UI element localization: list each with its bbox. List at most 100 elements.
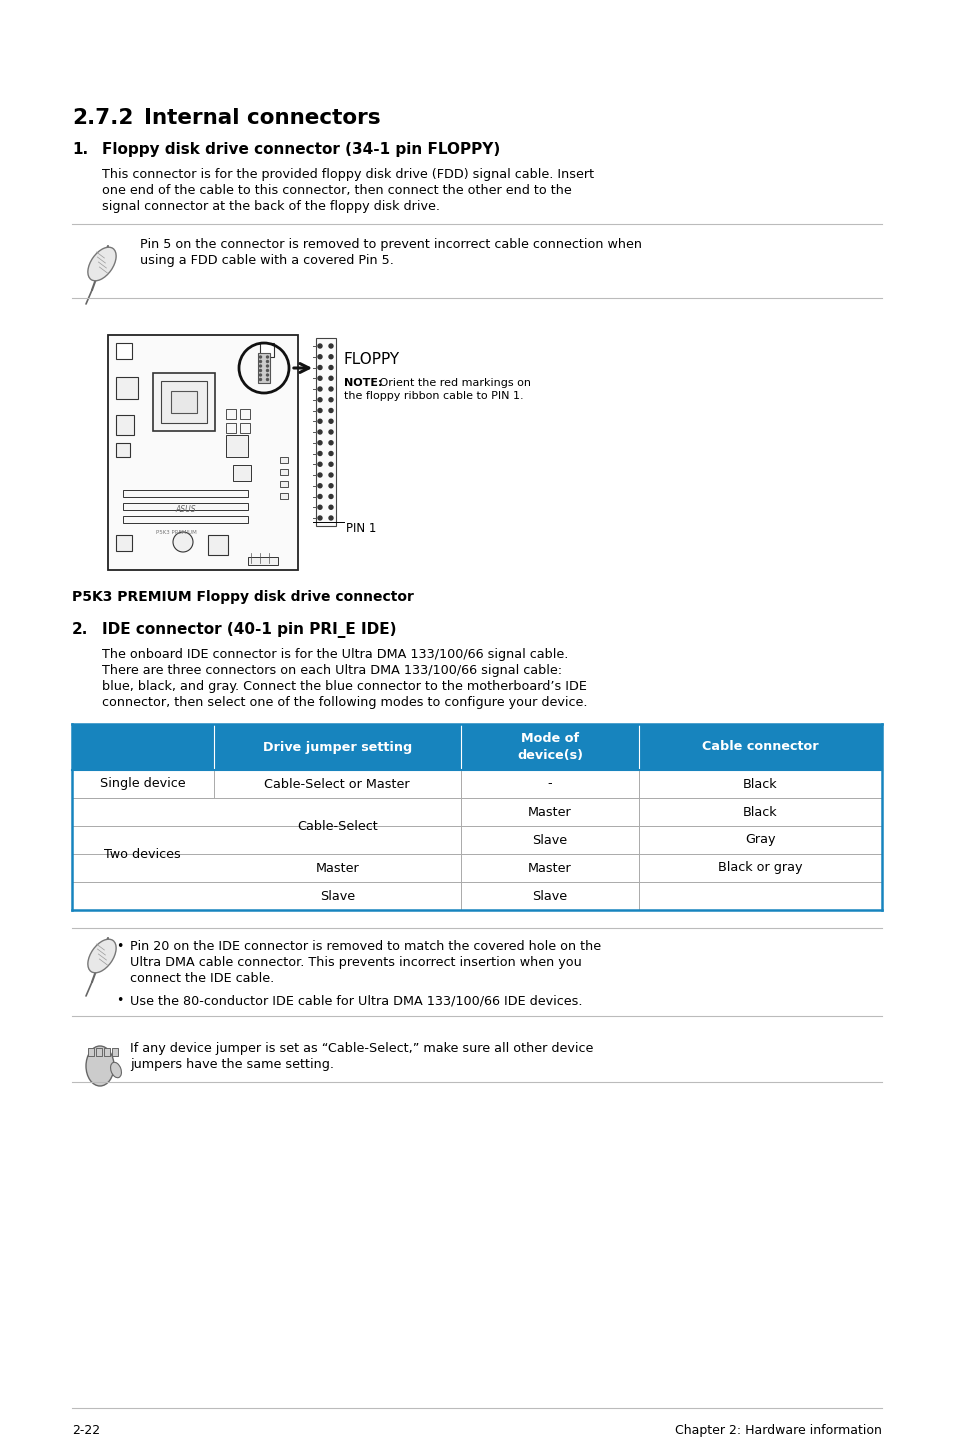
Circle shape <box>317 398 322 401</box>
Text: •: • <box>116 994 123 1007</box>
Text: connect the IDE cable.: connect the IDE cable. <box>130 972 274 985</box>
Circle shape <box>329 420 333 423</box>
Text: Pin 20 on the IDE connector is removed to match the covered hole on the: Pin 20 on the IDE connector is removed t… <box>130 940 600 953</box>
Circle shape <box>259 357 261 358</box>
Circle shape <box>329 441 333 444</box>
Bar <box>226 408 235 418</box>
Bar <box>116 416 133 436</box>
Circle shape <box>329 377 333 380</box>
Bar <box>96 1048 102 1055</box>
Text: FLOPPY: FLOPPY <box>344 352 399 367</box>
Bar <box>233 464 251 480</box>
Bar <box>248 557 277 565</box>
Circle shape <box>317 516 322 521</box>
Circle shape <box>172 532 193 552</box>
Bar <box>257 352 270 383</box>
Text: If any device jumper is set as “Cable-Select,” make sure all other device: If any device jumper is set as “Cable-Se… <box>130 1043 593 1055</box>
Circle shape <box>317 420 322 423</box>
Circle shape <box>329 408 333 413</box>
Text: Slave: Slave <box>319 890 355 903</box>
Ellipse shape <box>88 939 116 972</box>
Circle shape <box>317 377 322 380</box>
Circle shape <box>329 355 333 358</box>
Text: The onboard IDE connector is for the Ultra DMA 133/100/66 signal cable.: The onboard IDE connector is for the Ult… <box>102 649 568 661</box>
Text: Master: Master <box>527 805 571 818</box>
Circle shape <box>266 357 268 358</box>
Text: P5K3 PREMIUM Floppy disk drive connector: P5K3 PREMIUM Floppy disk drive connector <box>71 590 414 604</box>
Bar <box>171 391 196 413</box>
Text: Black: Black <box>742 778 777 791</box>
Circle shape <box>266 374 268 375</box>
Circle shape <box>317 462 322 466</box>
Circle shape <box>329 430 333 434</box>
Circle shape <box>317 452 322 456</box>
Bar <box>280 457 288 463</box>
Text: Use the 80-conductor IDE cable for Ultra DMA 133/100/66 IDE devices.: Use the 80-conductor IDE cable for Ultra… <box>130 994 582 1007</box>
Circle shape <box>317 387 322 391</box>
Bar <box>123 516 248 523</box>
Bar <box>116 443 130 457</box>
Text: PIN 1: PIN 1 <box>346 522 376 535</box>
Text: Master: Master <box>315 861 358 874</box>
Text: 2-22: 2-22 <box>71 1424 100 1437</box>
Text: 1.: 1. <box>71 142 88 157</box>
Text: IDE connector (40-1 pin PRI_E IDE): IDE connector (40-1 pin PRI_E IDE) <box>102 623 396 638</box>
Circle shape <box>317 344 322 348</box>
Circle shape <box>329 398 333 401</box>
Text: Slave: Slave <box>532 890 567 903</box>
Circle shape <box>259 365 261 367</box>
Ellipse shape <box>111 1063 121 1077</box>
Circle shape <box>317 355 322 358</box>
Bar <box>108 335 297 569</box>
Text: Ultra DMA cable connector. This prevents incorrect insertion when you: Ultra DMA cable connector. This prevents… <box>130 956 581 969</box>
Bar <box>260 344 274 357</box>
Bar <box>280 480 288 487</box>
Text: Single device: Single device <box>100 778 186 791</box>
Circle shape <box>317 505 322 509</box>
Circle shape <box>317 483 322 487</box>
Text: one end of the cable to this connector, then connect the other end to the: one end of the cable to this connector, … <box>102 184 571 197</box>
Circle shape <box>329 483 333 487</box>
Text: Slave: Slave <box>532 834 567 847</box>
Text: •: • <box>116 940 123 953</box>
Circle shape <box>317 441 322 444</box>
Ellipse shape <box>88 247 116 280</box>
Text: Gray: Gray <box>744 834 775 847</box>
Circle shape <box>317 408 322 413</box>
Text: Cable-Select: Cable-Select <box>296 820 377 833</box>
Text: Internal connectors: Internal connectors <box>144 108 380 128</box>
Bar <box>112 1048 118 1055</box>
Bar <box>123 503 248 510</box>
Bar <box>152 372 214 431</box>
Text: Black or gray: Black or gray <box>718 861 801 874</box>
Bar <box>280 493 288 499</box>
Circle shape <box>317 430 322 434</box>
Text: Cable connector: Cable connector <box>701 741 818 754</box>
Text: 2.: 2. <box>71 623 89 637</box>
Ellipse shape <box>86 1045 113 1086</box>
Bar <box>226 423 235 433</box>
Text: connector, then select one of the following modes to configure your device.: connector, then select one of the follow… <box>102 696 587 709</box>
Circle shape <box>266 365 268 367</box>
Circle shape <box>317 473 322 477</box>
Bar <box>88 1048 94 1055</box>
Text: Cable-Select or Master: Cable-Select or Master <box>264 778 410 791</box>
Circle shape <box>259 361 261 362</box>
Text: P5K3 PREMIUM: P5K3 PREMIUM <box>155 531 196 535</box>
Bar <box>161 381 207 423</box>
Text: using a FDD cable with a covered Pin 5.: using a FDD cable with a covered Pin 5. <box>140 255 394 267</box>
Text: This connector is for the provided floppy disk drive (FDD) signal cable. Insert: This connector is for the provided flopp… <box>102 168 594 181</box>
Bar <box>208 535 228 555</box>
Circle shape <box>329 516 333 521</box>
Circle shape <box>317 365 322 370</box>
Bar <box>116 377 138 398</box>
Text: There are three connectors on each Ultra DMA 133/100/66 signal cable:: There are three connectors on each Ultra… <box>102 664 561 677</box>
Circle shape <box>329 495 333 499</box>
Bar <box>315 338 335 526</box>
Text: Drive jumper setting: Drive jumper setting <box>262 741 412 754</box>
Circle shape <box>259 370 261 371</box>
Text: Black: Black <box>742 805 777 818</box>
Bar <box>240 408 250 418</box>
Text: 2.7.2: 2.7.2 <box>71 108 133 128</box>
Text: the floppy ribbon cable to PIN 1.: the floppy ribbon cable to PIN 1. <box>344 391 523 401</box>
